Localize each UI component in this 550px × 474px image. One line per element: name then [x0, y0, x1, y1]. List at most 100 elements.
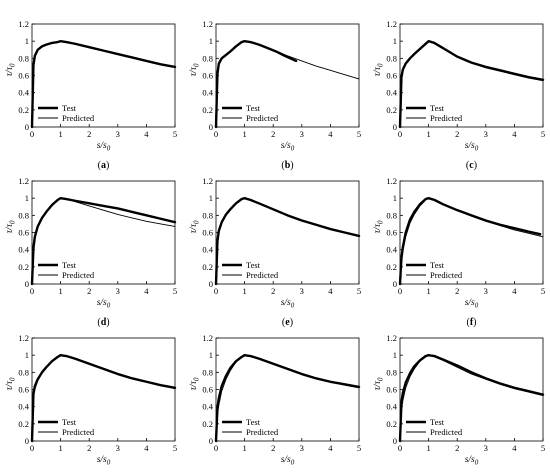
x-tick-label: 3 [484, 286, 488, 296]
y-tick-label: 0.8 [386, 210, 397, 220]
x-tick-label: 1 [426, 286, 430, 296]
y-tick-label: 0.8 [18, 53, 29, 63]
legend-label-predicted: Predicted [62, 113, 95, 123]
y-tick-label: 0.2 [386, 419, 397, 429]
chart-panel-6: 0 0.2 0.4 0.6 0.8 1 1.2 0 1 2 3 4 5 s/s0 τ/τ0 TestPredi… [373, 176, 545, 328]
x-tick-label: 1 [426, 443, 430, 453]
x-axis-label: s/s0 [465, 455, 479, 467]
series-line-predicted [31, 354, 176, 442]
x-tick-label: 4 [144, 443, 149, 453]
y-tick-label: 1.2 [386, 333, 397, 343]
y-tick-label: 1 [209, 350, 213, 360]
series-line-predicted [215, 354, 360, 442]
x-tick-label: 0 [30, 129, 34, 139]
y-tick-label: 0.6 [386, 228, 397, 238]
y-tick-label: 0.2 [18, 419, 29, 429]
y-tick-label: 1 [25, 350, 29, 360]
x-tick-label: 5 [173, 286, 177, 296]
series-line-predicted [215, 197, 360, 285]
y-tick-label: 0.2 [386, 105, 397, 115]
y-tick-label: 1.2 [18, 176, 29, 186]
chart-panel-8: 0 0.2 0.4 0.6 0.8 1 1.2 0 1 2 3 4 5 s/s0 τ/τ0 TestPredi… [189, 333, 361, 467]
y-tick-label: 1.2 [18, 19, 29, 29]
legend-label-predicted: Predicted [430, 427, 463, 437]
y-tick-label: 0.2 [18, 105, 29, 115]
series-line-test [30, 39, 177, 129]
x-tick-label: 5 [357, 443, 361, 453]
series-line-predicted [31, 197, 176, 285]
y-tick-label: 0.6 [18, 71, 29, 81]
legend-label-predicted: Predicted [430, 270, 463, 280]
y-tick-label: 0.8 [386, 53, 397, 63]
series-line-test [30, 353, 177, 443]
y-axis-label: τ/τ0 [189, 377, 201, 390]
y-tick-label: 0.8 [386, 367, 397, 377]
y-tick-label: 0 [393, 279, 397, 289]
y-axis-label: τ/τ0 [373, 377, 385, 390]
x-tick-label: 2 [455, 129, 459, 139]
x-tick-label: 3 [484, 129, 488, 139]
plot-frame [215, 23, 360, 128]
y-tick-label: 1.2 [18, 333, 29, 343]
y-tick-label: 0.4 [18, 245, 29, 255]
x-tick-label: 4 [328, 286, 333, 296]
series-line-test [398, 39, 545, 129]
chart-panel-2: 0 0.2 0.4 0.6 0.8 1 1.2 0 1 2 3 4 5 s/s0 τ/τ0 TestPredi… [189, 19, 361, 171]
plot-frame [31, 337, 176, 442]
y-tick-label: 0.4 [202, 402, 213, 412]
x-tick-label: 5 [357, 286, 361, 296]
y-tick-label: 0.6 [202, 71, 213, 81]
x-tick-label: 0 [30, 286, 34, 296]
x-tick-label: 2 [87, 286, 91, 296]
y-tick-label: 0.6 [202, 385, 213, 395]
y-tick-label: 0.8 [18, 367, 29, 377]
legend-label-test: Test [62, 103, 77, 113]
series-line-predicted [31, 40, 176, 128]
x-tick-label: 5 [541, 129, 545, 139]
plot-frame [215, 337, 360, 442]
y-tick-label: 0.8 [18, 210, 29, 220]
x-axis-label: s/s0 [281, 141, 295, 153]
y-axis-label: τ/τ0 [373, 63, 385, 76]
x-axis-label: s/s0 [281, 298, 295, 310]
plot-frame [215, 180, 360, 285]
x-axis-label: s/s0 [97, 455, 111, 467]
y-tick-label: 1 [393, 36, 397, 46]
x-tick-label: 3 [484, 443, 488, 453]
series-line-test [214, 196, 361, 286]
legend-label-test: Test [246, 103, 261, 113]
x-tick-label: 3 [116, 129, 120, 139]
y-tick-label: 1.2 [386, 19, 397, 29]
legend-label-test: Test [246, 260, 261, 270]
chart-panel-1: 0 0.2 0.4 0.6 0.8 1 1.2 0 1 2 3 4 5 s/s0 τ/τ0 TestPredi… [5, 19, 177, 171]
x-tick-label: 0 [398, 443, 402, 453]
x-axis-label: s/s0 [465, 141, 479, 153]
series-line-test [398, 196, 542, 286]
y-tick-label: 0 [209, 436, 213, 446]
legend-label-predicted: Predicted [246, 427, 279, 437]
legend-label-test: Test [246, 417, 261, 427]
x-tick-label: 1 [426, 129, 430, 139]
series-line-test [398, 353, 545, 443]
y-tick-label: 0.8 [202, 367, 213, 377]
x-tick-label: 5 [541, 443, 545, 453]
series-line-predicted [399, 354, 544, 442]
y-tick-label: 0 [25, 122, 29, 132]
y-tick-label: 1 [209, 36, 213, 46]
y-axis-label: τ/τ0 [5, 377, 17, 390]
y-tick-label: 0.6 [18, 385, 29, 395]
x-tick-label: 1 [242, 286, 246, 296]
legend-label-test: Test [430, 417, 445, 427]
y-tick-label: 0.4 [386, 88, 397, 98]
y-tick-label: 0 [209, 279, 213, 289]
y-axis-label: τ/τ0 [189, 220, 201, 233]
x-axis-label: s/s0 [97, 298, 111, 310]
x-axis-label: s/s0 [97, 141, 111, 153]
series-line-test [214, 353, 361, 443]
y-tick-label: 0.8 [202, 53, 213, 63]
x-tick-label: 1 [58, 443, 62, 453]
y-tick-label: 1.2 [202, 333, 213, 343]
plot-frame [31, 23, 176, 128]
x-tick-label: 2 [455, 443, 459, 453]
